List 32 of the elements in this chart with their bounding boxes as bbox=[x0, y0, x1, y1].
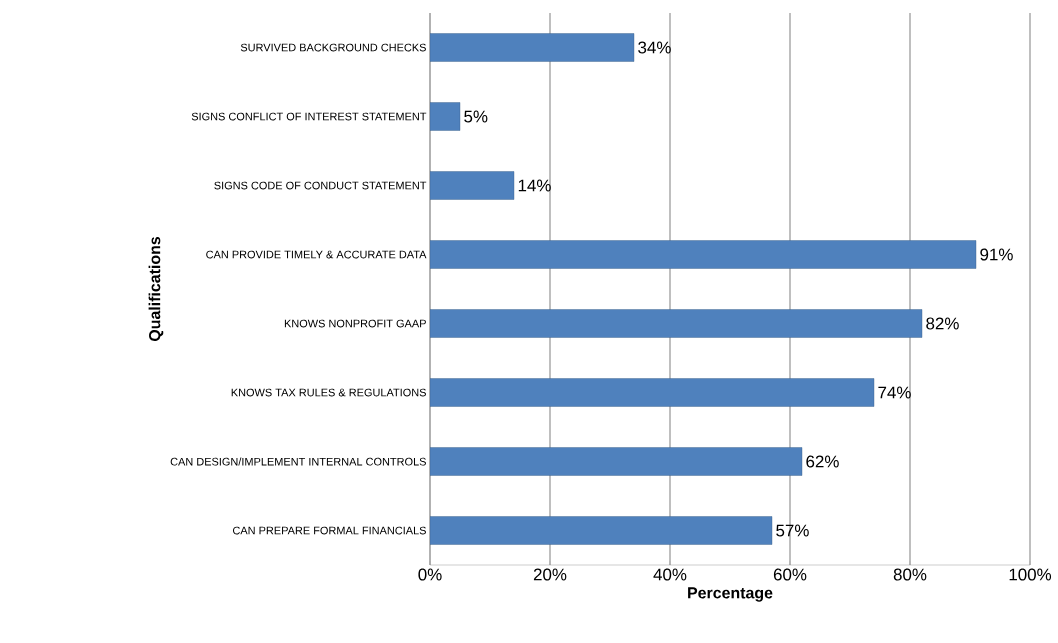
data-label: 34% bbox=[638, 41, 671, 54]
y-tick-label: KNOWS TAX RULES & REGULATIONS bbox=[231, 388, 426, 397]
bar bbox=[430, 240, 977, 269]
bar bbox=[430, 102, 461, 131]
data-label: 62% bbox=[806, 455, 839, 468]
x-axis-title: Percentage bbox=[688, 587, 773, 602]
y-tick-label: CAN DESIGN/IMPLEMENT INTERNAL CONTROLS bbox=[170, 457, 426, 466]
y-axis-title: Qualifications bbox=[148, 236, 164, 342]
bar bbox=[430, 447, 803, 476]
bar bbox=[430, 378, 875, 407]
x-tick-label: 80% bbox=[893, 568, 927, 581]
data-label: 82% bbox=[926, 317, 959, 330]
y-tick-label: CAN PREPARE FORMAL FINANCIALS bbox=[232, 526, 426, 535]
bar bbox=[430, 33, 635, 62]
x-tick-label: 40% bbox=[653, 568, 687, 581]
y-tick-label: CAN PROVIDE TIMELY & ACCURATE DATA bbox=[206, 250, 427, 259]
data-label: 14% bbox=[518, 179, 551, 192]
x-tick-label: 60% bbox=[773, 568, 807, 581]
y-tick-label: KNOWS NONPROFIT GAAP bbox=[284, 319, 426, 328]
x-tick-label: 0% bbox=[418, 568, 442, 581]
data-label: 5% bbox=[464, 110, 488, 123]
bar bbox=[430, 309, 923, 338]
data-label: 91% bbox=[980, 248, 1013, 261]
x-tick-label: 100% bbox=[1009, 568, 1052, 581]
bar bbox=[430, 171, 515, 200]
data-label: 57% bbox=[776, 524, 809, 537]
y-tick-label: SURVIVED BACKGROUND CHECKS bbox=[240, 43, 426, 52]
y-tick-label: SIGNS CODE OF CONDUCT STATEMENT bbox=[214, 181, 427, 190]
x-tick-label: 20% bbox=[533, 568, 567, 581]
y-tick-label: SIGNS CONFLICT OF INTEREST STATEMENT bbox=[191, 112, 427, 121]
bar bbox=[430, 516, 773, 545]
data-label: 74% bbox=[878, 386, 911, 399]
